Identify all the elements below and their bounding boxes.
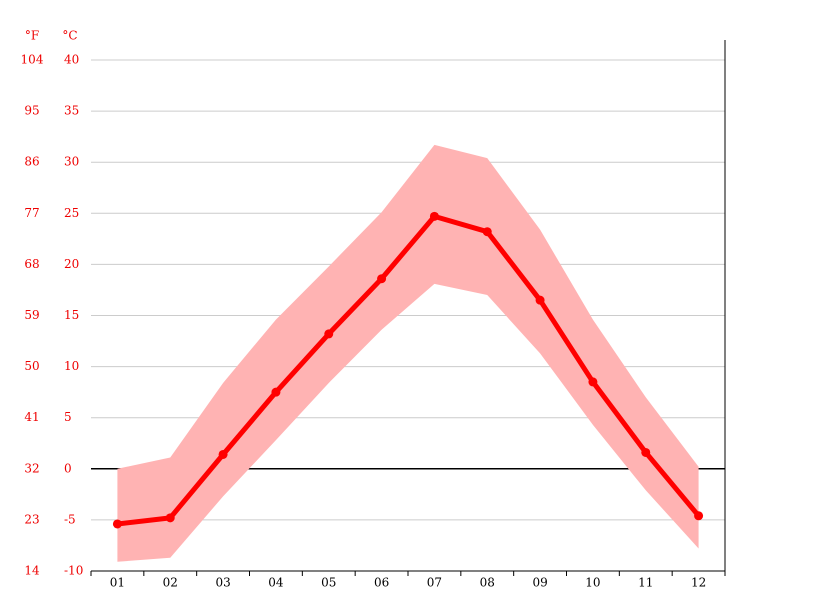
y-tick-label: -10 [64,564,83,578]
x-tick-label: 10 [585,576,600,590]
y-tick-label: 30 [64,155,79,169]
x-tick-label: 09 [532,576,547,590]
y-tick-label: -5 [64,512,76,526]
y-unit: °C [62,29,77,43]
y2-tick-label: 41 [24,410,39,424]
x-tick-label: 01 [110,576,125,590]
y2-tick-label: 86 [24,155,39,169]
y2-unit: °F [25,29,39,43]
y-tick-label: 10 [64,359,79,373]
x-tick-label: 12 [691,576,706,590]
point [588,377,598,387]
point [535,295,545,305]
line [117,213,701,527]
x-tick-label: 03 [215,576,230,590]
y2-tick-label: 95 [24,104,39,118]
x-tick-label: 06 [374,576,389,590]
y-tick-label: 25 [64,206,79,220]
point [694,511,704,521]
x-tick-label: 11 [638,576,653,590]
x-tick-label: 02 [163,576,178,590]
y2-tick-label: 32 [24,461,39,475]
y-tick-label: 0 [64,461,72,475]
y-tick-label: 20 [64,257,79,271]
point [482,227,492,237]
y2-tick-label: 23 [24,512,39,526]
range-band [117,144,699,562]
y2-tick-label: 68 [24,257,39,271]
y-tick-label: 35 [64,104,79,118]
y2-tick-label: 50 [24,359,39,373]
y-tick-label: 40 [64,53,79,67]
y2-tick-label: 59 [24,308,39,322]
y2-tick-label: 14 [24,564,40,578]
y2-tick-label: 77 [24,206,39,220]
point [112,519,122,529]
y-tick-label: 15 [64,308,79,322]
point [324,329,334,339]
point [377,274,387,284]
x-tick-label: 04 [268,576,284,590]
y2-tick-label: 104 [21,53,44,67]
point [218,449,228,459]
point [641,447,651,457]
y-tick-label: 5 [64,410,72,424]
point [271,387,281,397]
x-tick-label: 05 [321,576,336,590]
x-tick-label: 07 [427,576,442,590]
x-tick-label: 08 [480,576,495,590]
point [165,513,175,523]
point [429,211,439,221]
